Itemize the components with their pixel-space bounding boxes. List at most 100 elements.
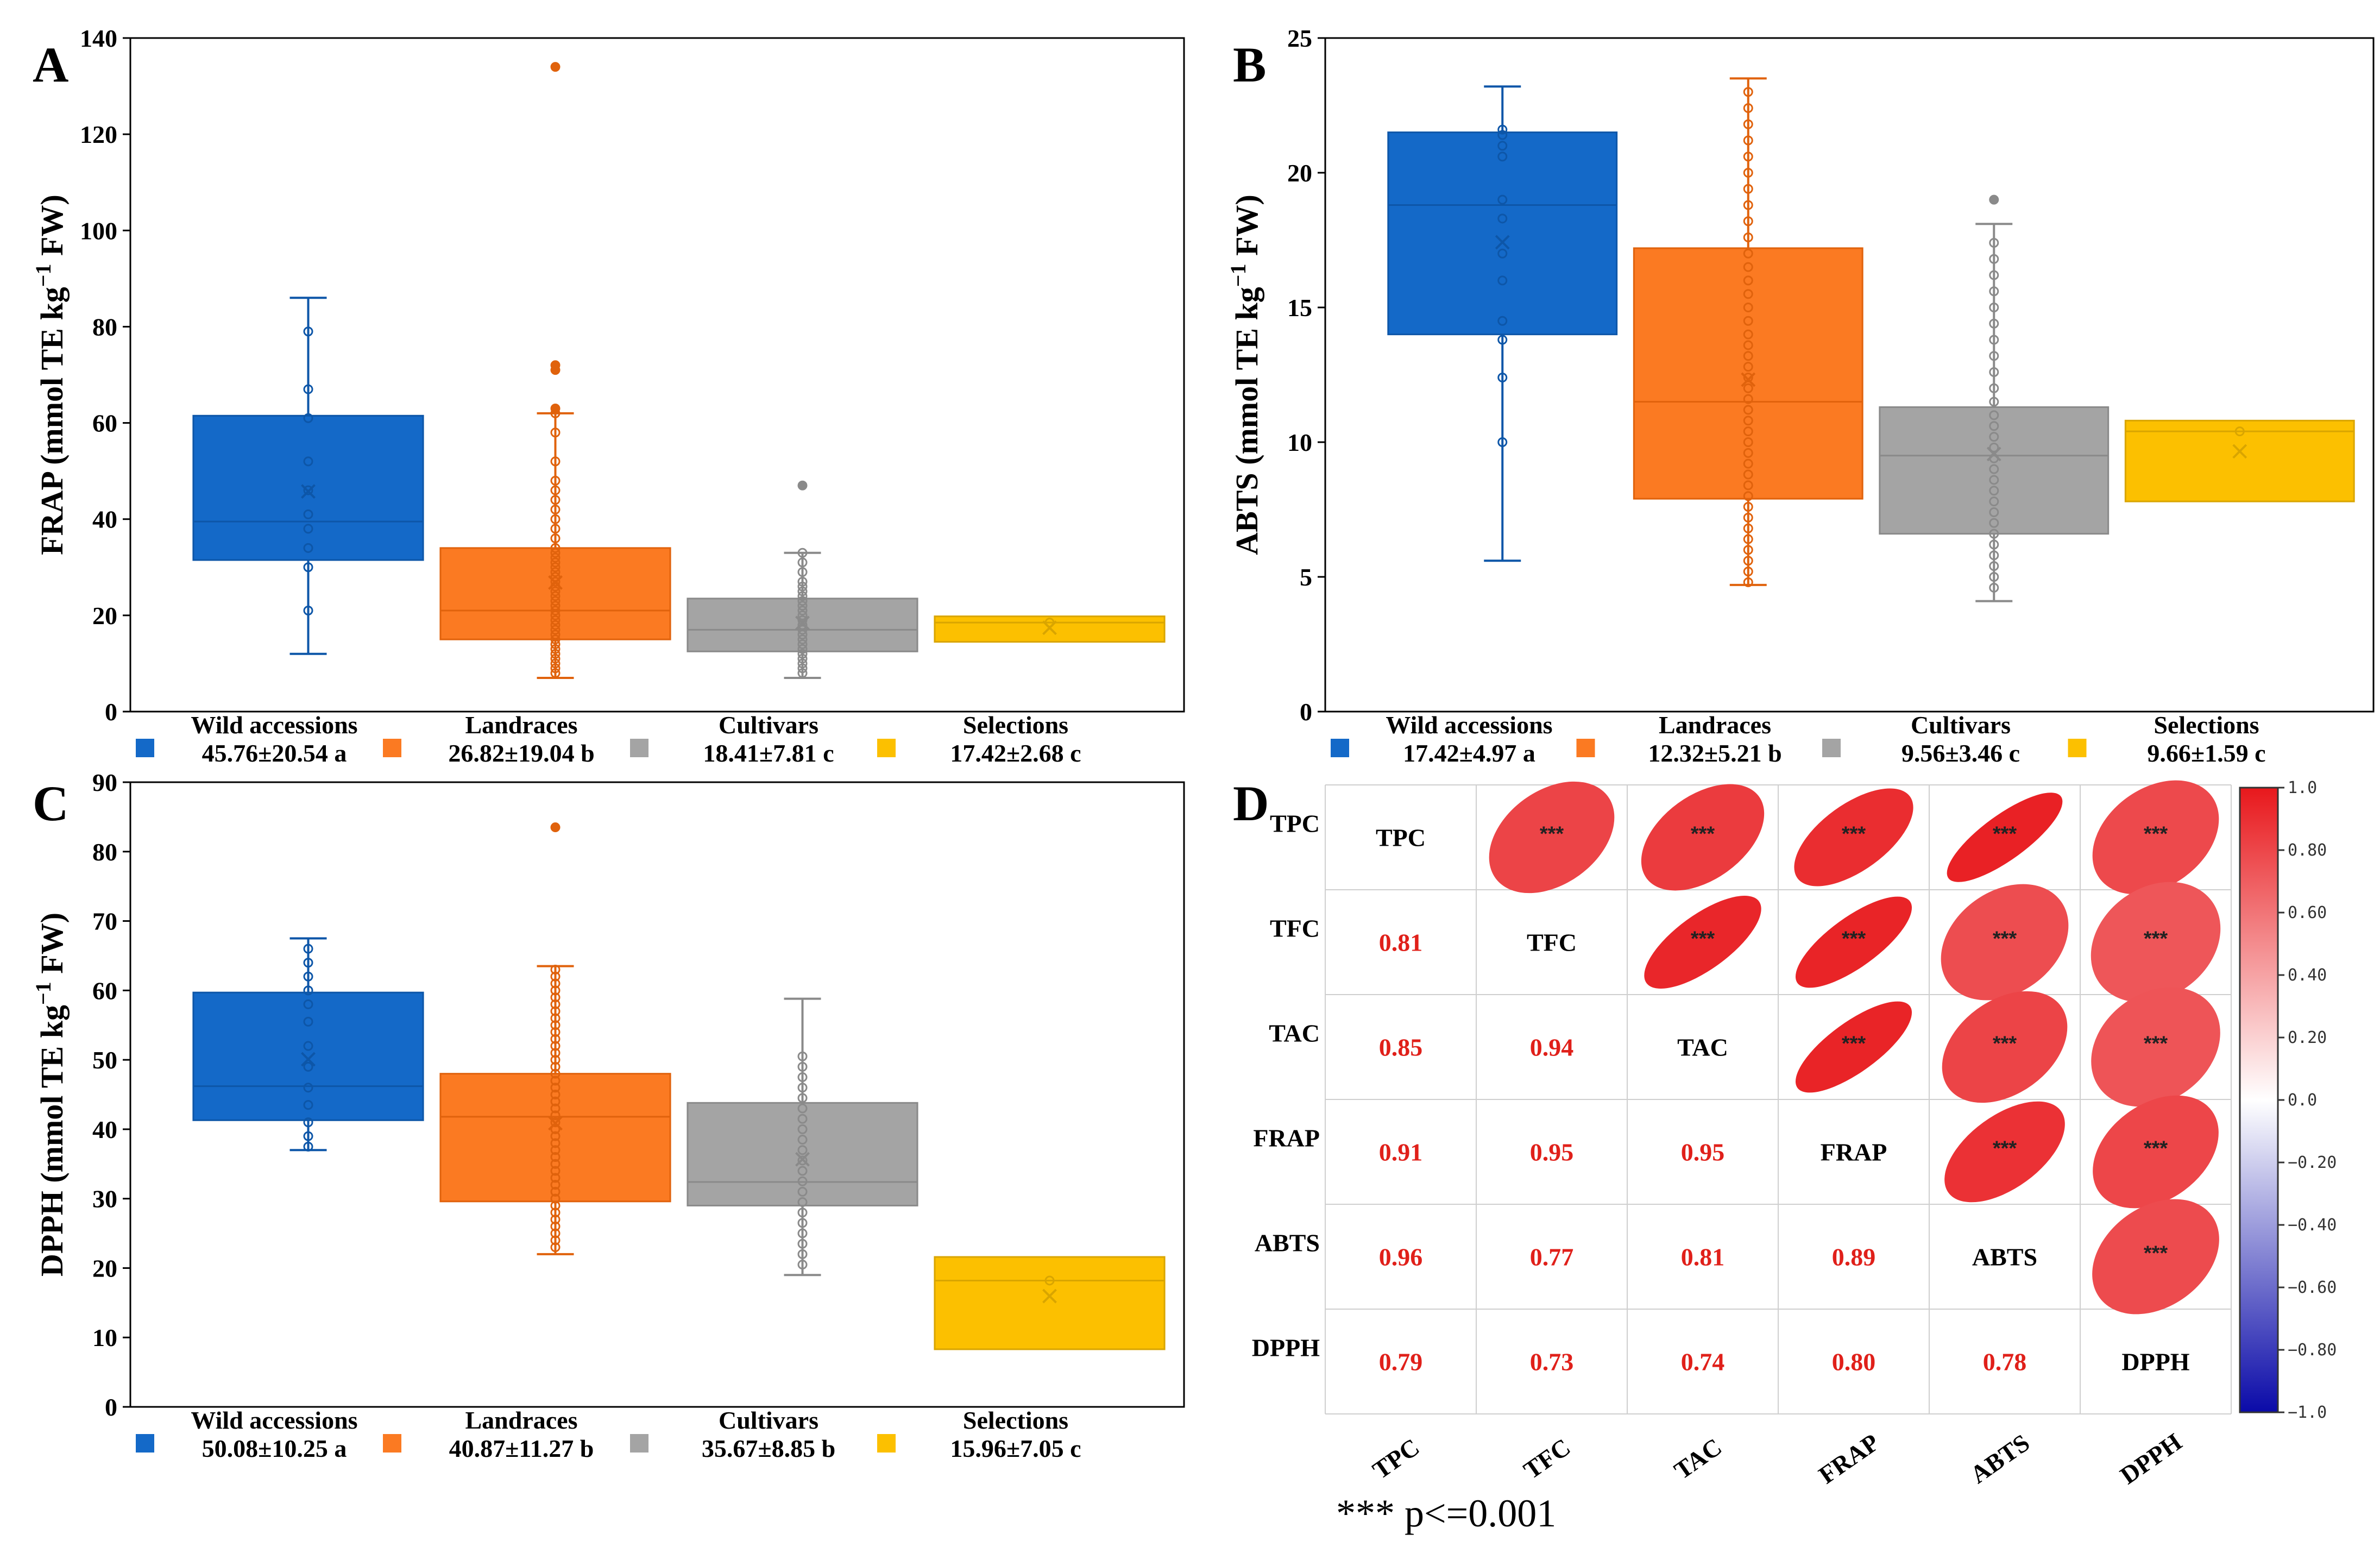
colorbar-tick-label: 1.0 (2288, 778, 2317, 797)
legend-swatch (1576, 739, 1595, 757)
data-point (797, 576, 808, 587)
data-point (550, 1041, 561, 1051)
data-point (1989, 496, 1999, 507)
data-point (1497, 124, 1508, 135)
y-axis-title-superscript: −1 (1226, 263, 1250, 287)
data-point (303, 326, 313, 337)
data-point (1743, 289, 1753, 299)
y-tick-label: 0 (105, 1393, 117, 1421)
data-point (1989, 518, 1999, 528)
data-point (1743, 303, 1753, 312)
corr-ellipse (2092, 1199, 2219, 1315)
data-point (550, 596, 561, 606)
data-point (303, 999, 313, 1009)
data-point (303, 384, 313, 394)
data-point (1743, 200, 1753, 210)
data-point (1989, 582, 1999, 593)
colorbar-tick-label: −0.20 (2288, 1153, 2337, 1172)
legend-swatch (2068, 739, 2087, 757)
data-point (550, 1027, 561, 1037)
y-axis-title-superscript: −1 (31, 263, 55, 287)
corr-value: 0.89 (1832, 1243, 1876, 1271)
data-point (303, 1041, 313, 1051)
data-point (797, 644, 808, 654)
data-point (797, 663, 808, 674)
data-point (550, 360, 561, 370)
data-point (303, 1061, 313, 1072)
data-point (550, 1013, 561, 1023)
corr-ellipse (1644, 895, 1761, 989)
legend-swatch (383, 1434, 401, 1453)
data-point (1743, 534, 1753, 544)
data-point (797, 567, 808, 577)
y-tick-label: 20 (1287, 159, 1312, 187)
data-point (797, 620, 808, 630)
data-point (1743, 152, 1753, 162)
data-point (550, 591, 561, 601)
significance-stars: *** (2144, 928, 2168, 951)
data-point (550, 985, 561, 996)
data-point (550, 514, 561, 524)
y-tick-label: 15 (1287, 294, 1312, 322)
legend-group-name: Wild accessions (1386, 711, 1552, 739)
col-label-tfc: TFC (1519, 1433, 1576, 1485)
data-point (1989, 572, 1999, 582)
data-point (1743, 329, 1753, 339)
data-point (797, 1155, 808, 1166)
data-point (550, 1034, 561, 1044)
significance-stars: *** (1540, 823, 1564, 846)
data-point (1743, 119, 1753, 129)
data-point (797, 658, 808, 669)
corr-value: 0.81 (1681, 1243, 1725, 1271)
data-point (1989, 507, 1999, 517)
data-point (303, 524, 313, 534)
legend-group-stat: 12.32±5.21 b (1648, 739, 1781, 767)
data-point (550, 1159, 561, 1169)
data-point (550, 625, 561, 635)
data-point (550, 601, 561, 611)
col-label-tpc: TPC (1368, 1433, 1425, 1485)
data-point (1743, 351, 1753, 361)
data-point (550, 567, 561, 577)
diagonal-label-dpph: DPPH (2121, 1348, 2189, 1376)
y-axis-title: DPPH (mmol TE kg−1 FW) (31, 913, 70, 1277)
data-point (550, 668, 561, 678)
corr-value: 0.81 (1379, 929, 1423, 957)
y-tick-label: 20 (92, 1254, 117, 1282)
mean-marker (795, 615, 810, 631)
significance-stars: *** (1842, 823, 1866, 846)
y-axis-title-main: FRAP (mmol TE kg (34, 287, 70, 555)
significance-stars: *** (1993, 823, 2017, 846)
data-point (797, 596, 808, 606)
significance-stars: *** (1842, 1033, 1866, 1055)
data-point (1743, 556, 1753, 566)
y-tick-label: 140 (80, 24, 117, 52)
legend-group-stat: 40.87±11.27 b (449, 1435, 594, 1462)
data-point (303, 485, 313, 495)
data-point (550, 822, 561, 833)
data-point (797, 1061, 808, 1072)
plot-frame (1324, 37, 2375, 713)
row-label-dpph: DPPH (1252, 1334, 1320, 1362)
data-point (550, 1048, 561, 1058)
data-point (550, 965, 561, 974)
data-point (797, 610, 808, 620)
data-point (797, 625, 808, 635)
data-point (550, 543, 561, 553)
legend-swatch (630, 1434, 648, 1453)
corr-ellipse (1795, 1001, 1912, 1093)
significance-stars: *** (1691, 928, 1715, 951)
data-point (1743, 426, 1753, 437)
data-point (1497, 372, 1508, 382)
data-point (550, 1096, 561, 1106)
data-point (550, 1138, 561, 1148)
data-point (1044, 1275, 1055, 1286)
data-point (1989, 486, 1999, 496)
y-tick-label: 100 (80, 217, 117, 244)
mean-marker (795, 1152, 810, 1167)
data-point (550, 1208, 561, 1218)
y-tick-label: 40 (92, 1116, 117, 1143)
data-point (1497, 437, 1508, 447)
y-axis-title-main: DPPH (mmol TE kg (34, 1005, 70, 1277)
